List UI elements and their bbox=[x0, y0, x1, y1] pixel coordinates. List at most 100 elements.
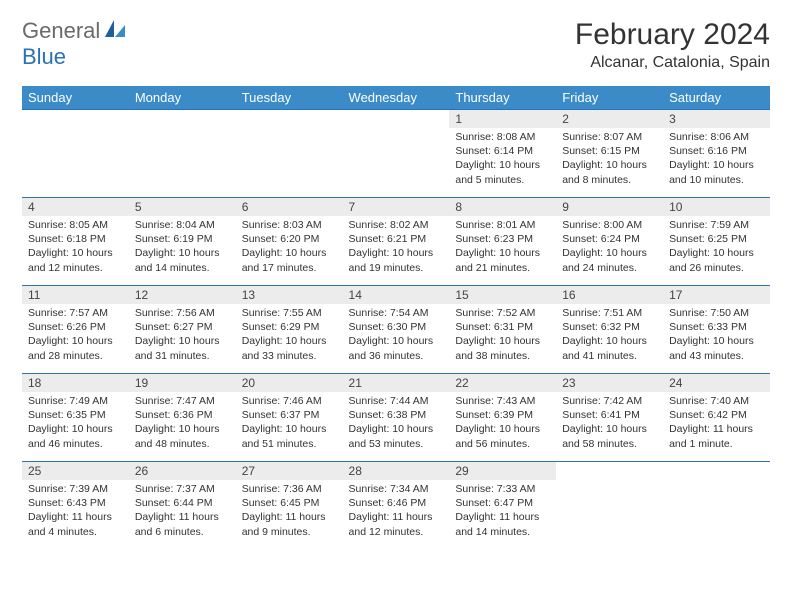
day-header: Monday bbox=[129, 86, 236, 110]
calendar-cell: 1Sunrise: 8:08 AMSunset: 6:14 PMDaylight… bbox=[449, 110, 556, 198]
day-number: 29 bbox=[449, 462, 556, 480]
calendar-cell: 15Sunrise: 7:52 AMSunset: 6:31 PMDayligh… bbox=[449, 286, 556, 374]
day-header: Saturday bbox=[663, 86, 770, 110]
day-number: 24 bbox=[663, 374, 770, 392]
day-number: 9 bbox=[556, 198, 663, 216]
day-content: Sunrise: 7:54 AMSunset: 6:30 PMDaylight:… bbox=[343, 304, 450, 367]
day-number: 2 bbox=[556, 110, 663, 128]
day-header: Tuesday bbox=[236, 86, 343, 110]
calendar-cell: 9Sunrise: 8:00 AMSunset: 6:24 PMDaylight… bbox=[556, 198, 663, 286]
calendar-cell: 23Sunrise: 7:42 AMSunset: 6:41 PMDayligh… bbox=[556, 374, 663, 462]
calendar-cell: 19Sunrise: 7:47 AMSunset: 6:36 PMDayligh… bbox=[129, 374, 236, 462]
day-content: Sunrise: 8:06 AMSunset: 6:16 PMDaylight:… bbox=[663, 128, 770, 191]
day-header: Thursday bbox=[449, 86, 556, 110]
day-number: 7 bbox=[343, 198, 450, 216]
day-number: 17 bbox=[663, 286, 770, 304]
day-content: Sunrise: 7:50 AMSunset: 6:33 PMDaylight:… bbox=[663, 304, 770, 367]
calendar-cell bbox=[22, 110, 129, 198]
calendar-cell: 22Sunrise: 7:43 AMSunset: 6:39 PMDayligh… bbox=[449, 374, 556, 462]
day-content: Sunrise: 7:46 AMSunset: 6:37 PMDaylight:… bbox=[236, 392, 343, 455]
day-number: 1 bbox=[449, 110, 556, 128]
day-content: Sunrise: 7:40 AMSunset: 6:42 PMDaylight:… bbox=[663, 392, 770, 455]
calendar-cell bbox=[556, 462, 663, 550]
calendar-cell bbox=[236, 110, 343, 198]
day-content: Sunrise: 7:44 AMSunset: 6:38 PMDaylight:… bbox=[343, 392, 450, 455]
day-content: Sunrise: 7:37 AMSunset: 6:44 PMDaylight:… bbox=[129, 480, 236, 543]
day-content: Sunrise: 7:59 AMSunset: 6:25 PMDaylight:… bbox=[663, 216, 770, 279]
day-content: Sunrise: 7:43 AMSunset: 6:39 PMDaylight:… bbox=[449, 392, 556, 455]
calendar-week-row: 11Sunrise: 7:57 AMSunset: 6:26 PMDayligh… bbox=[22, 286, 770, 374]
logo-text-blue: Blue bbox=[22, 44, 66, 69]
day-number: 23 bbox=[556, 374, 663, 392]
day-content: Sunrise: 8:04 AMSunset: 6:19 PMDaylight:… bbox=[129, 216, 236, 279]
day-header-row: SundayMondayTuesdayWednesdayThursdayFrid… bbox=[22, 86, 770, 110]
calendar-week-row: 25Sunrise: 7:39 AMSunset: 6:43 PMDayligh… bbox=[22, 462, 770, 550]
calendar-cell: 4Sunrise: 8:05 AMSunset: 6:18 PMDaylight… bbox=[22, 198, 129, 286]
day-number: 22 bbox=[449, 374, 556, 392]
day-content: Sunrise: 7:55 AMSunset: 6:29 PMDaylight:… bbox=[236, 304, 343, 367]
calendar-cell: 20Sunrise: 7:46 AMSunset: 6:37 PMDayligh… bbox=[236, 374, 343, 462]
day-content: Sunrise: 7:42 AMSunset: 6:41 PMDaylight:… bbox=[556, 392, 663, 455]
day-content: Sunrise: 7:52 AMSunset: 6:31 PMDaylight:… bbox=[449, 304, 556, 367]
calendar-cell: 16Sunrise: 7:51 AMSunset: 6:32 PMDayligh… bbox=[556, 286, 663, 374]
calendar-week-row: 4Sunrise: 8:05 AMSunset: 6:18 PMDaylight… bbox=[22, 198, 770, 286]
header: General February 2024 Alcanar, Catalonia… bbox=[22, 18, 770, 72]
calendar-table: SundayMondayTuesdayWednesdayThursdayFrid… bbox=[22, 86, 770, 550]
day-content: Sunrise: 7:34 AMSunset: 6:46 PMDaylight:… bbox=[343, 480, 450, 543]
logo-text-gray: General bbox=[22, 18, 100, 44]
day-number: 13 bbox=[236, 286, 343, 304]
day-number: 12 bbox=[129, 286, 236, 304]
day-number: 16 bbox=[556, 286, 663, 304]
day-number: 6 bbox=[236, 198, 343, 216]
calendar-cell: 10Sunrise: 7:59 AMSunset: 6:25 PMDayligh… bbox=[663, 198, 770, 286]
day-content: Sunrise: 8:02 AMSunset: 6:21 PMDaylight:… bbox=[343, 216, 450, 279]
calendar-cell: 14Sunrise: 7:54 AMSunset: 6:30 PMDayligh… bbox=[343, 286, 450, 374]
day-number: 3 bbox=[663, 110, 770, 128]
calendar-week-row: 1Sunrise: 8:08 AMSunset: 6:14 PMDaylight… bbox=[22, 110, 770, 198]
day-number: 15 bbox=[449, 286, 556, 304]
day-number: 8 bbox=[449, 198, 556, 216]
day-content: Sunrise: 7:51 AMSunset: 6:32 PMDaylight:… bbox=[556, 304, 663, 367]
month-title: February 2024 bbox=[575, 18, 770, 52]
calendar-cell: 28Sunrise: 7:34 AMSunset: 6:46 PMDayligh… bbox=[343, 462, 450, 550]
day-content: Sunrise: 7:39 AMSunset: 6:43 PMDaylight:… bbox=[22, 480, 129, 543]
calendar-cell: 17Sunrise: 7:50 AMSunset: 6:33 PMDayligh… bbox=[663, 286, 770, 374]
calendar-cell bbox=[129, 110, 236, 198]
day-number: 20 bbox=[236, 374, 343, 392]
day-number: 14 bbox=[343, 286, 450, 304]
calendar-cell: 27Sunrise: 7:36 AMSunset: 6:45 PMDayligh… bbox=[236, 462, 343, 550]
day-content: Sunrise: 8:00 AMSunset: 6:24 PMDaylight:… bbox=[556, 216, 663, 279]
calendar-cell: 3Sunrise: 8:06 AMSunset: 6:16 PMDaylight… bbox=[663, 110, 770, 198]
day-header: Sunday bbox=[22, 86, 129, 110]
calendar-cell: 26Sunrise: 7:37 AMSunset: 6:44 PMDayligh… bbox=[129, 462, 236, 550]
calendar-cell: 18Sunrise: 7:49 AMSunset: 6:35 PMDayligh… bbox=[22, 374, 129, 462]
day-number: 27 bbox=[236, 462, 343, 480]
day-number: 26 bbox=[129, 462, 236, 480]
day-number: 11 bbox=[22, 286, 129, 304]
calendar-cell: 24Sunrise: 7:40 AMSunset: 6:42 PMDayligh… bbox=[663, 374, 770, 462]
day-number: 5 bbox=[129, 198, 236, 216]
day-header: Wednesday bbox=[343, 86, 450, 110]
day-content: Sunrise: 8:08 AMSunset: 6:14 PMDaylight:… bbox=[449, 128, 556, 191]
day-content: Sunrise: 7:47 AMSunset: 6:36 PMDaylight:… bbox=[129, 392, 236, 455]
day-content: Sunrise: 8:07 AMSunset: 6:15 PMDaylight:… bbox=[556, 128, 663, 191]
calendar-cell: 5Sunrise: 8:04 AMSunset: 6:19 PMDaylight… bbox=[129, 198, 236, 286]
day-number: 18 bbox=[22, 374, 129, 392]
calendar-cell: 7Sunrise: 8:02 AMSunset: 6:21 PMDaylight… bbox=[343, 198, 450, 286]
day-number: 25 bbox=[22, 462, 129, 480]
day-content: Sunrise: 8:05 AMSunset: 6:18 PMDaylight:… bbox=[22, 216, 129, 279]
calendar-cell bbox=[663, 462, 770, 550]
calendar-cell: 8Sunrise: 8:01 AMSunset: 6:23 PMDaylight… bbox=[449, 198, 556, 286]
calendar-week-row: 18Sunrise: 7:49 AMSunset: 6:35 PMDayligh… bbox=[22, 374, 770, 462]
title-block: February 2024 Alcanar, Catalonia, Spain bbox=[575, 18, 770, 72]
day-content: Sunrise: 7:57 AMSunset: 6:26 PMDaylight:… bbox=[22, 304, 129, 367]
calendar-cell: 6Sunrise: 8:03 AMSunset: 6:20 PMDaylight… bbox=[236, 198, 343, 286]
location: Alcanar, Catalonia, Spain bbox=[575, 54, 770, 72]
calendar-cell: 12Sunrise: 7:56 AMSunset: 6:27 PMDayligh… bbox=[129, 286, 236, 374]
logo-sail-icon bbox=[104, 19, 126, 44]
day-content: Sunrise: 7:56 AMSunset: 6:27 PMDaylight:… bbox=[129, 304, 236, 367]
calendar-cell: 2Sunrise: 8:07 AMSunset: 6:15 PMDaylight… bbox=[556, 110, 663, 198]
day-number: 28 bbox=[343, 462, 450, 480]
day-content: Sunrise: 7:49 AMSunset: 6:35 PMDaylight:… bbox=[22, 392, 129, 455]
calendar-cell: 13Sunrise: 7:55 AMSunset: 6:29 PMDayligh… bbox=[236, 286, 343, 374]
